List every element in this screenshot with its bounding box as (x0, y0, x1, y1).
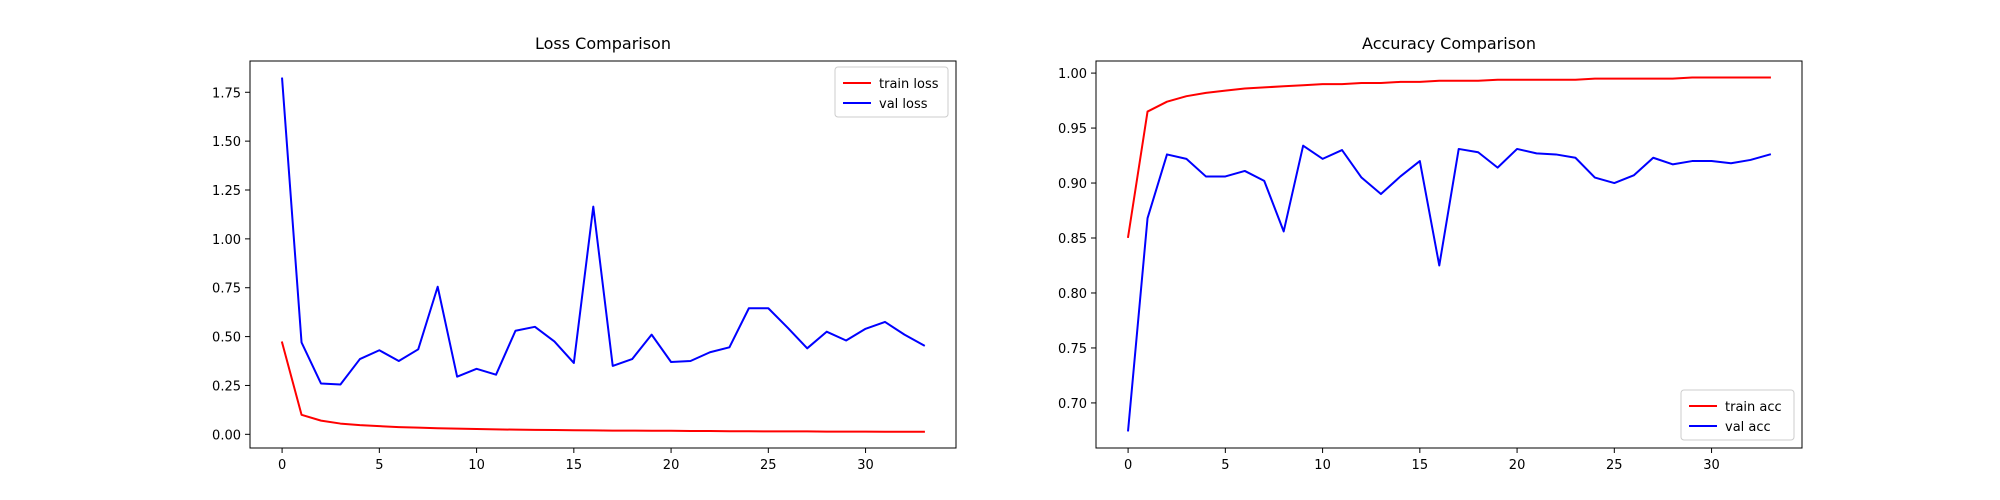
accuracy-comparison-chart: Accuracy Comparison 0 5 10 15 20 25 30 0.70 0.75 0… (1058, 34, 1803, 473)
y-tick-label: 0.95 (1058, 122, 1087, 137)
loss-comparison-chart: Loss Comparison 0 5 10 15 20 25 30 0.00 0.25 0.50 0… (212, 34, 957, 473)
legend-box (1680, 389, 1795, 441)
y-tick-label: 0.75 (1058, 342, 1087, 357)
x-tick-label: 0 (278, 458, 286, 473)
y-tick-label: 0.70 (1058, 397, 1087, 412)
y-tick-label: 0.75 (212, 282, 241, 297)
y-tick-label: 0.50 (212, 331, 241, 346)
y-tick-label: 1.00 (212, 233, 241, 248)
y-tick-label: 1.75 (212, 86, 241, 101)
y-tick-label: 0.25 (212, 379, 241, 394)
series-line-train-loss (280, 341, 925, 433)
x-tick-label: 5 (1221, 458, 1229, 473)
series-line-train-acc (1126, 76, 1771, 239)
x-tick-label: 30 (1703, 458, 1720, 473)
legend-label: val acc (1725, 420, 1771, 435)
legend-label: val loss (879, 97, 928, 112)
y-tick-label: 0.85 (1058, 232, 1087, 247)
chart-title: Accuracy Comparison (1362, 34, 1536, 53)
x-tick-label: 20 (663, 458, 680, 473)
y-tick-label: 0.90 (1058, 177, 1087, 192)
x-tick-label: 10 (468, 458, 485, 473)
axes-frame (1095, 60, 1803, 449)
series-line-val-acc (1127, 144, 1772, 432)
y-tick-label: 0.80 (1058, 287, 1087, 302)
axes-frame (249, 60, 957, 449)
x-tick-label: 25 (760, 458, 777, 473)
legend: train loss val loss (834, 66, 949, 118)
chart-title: Loss Comparison (535, 34, 671, 53)
legend-label: train loss (879, 77, 939, 92)
x-tick-label: 10 (1314, 458, 1331, 473)
legend: train acc val acc (1680, 389, 1795, 441)
y-tick-label: 1.25 (212, 184, 241, 199)
x-tick-label: 25 (1606, 458, 1623, 473)
x-tick-label: 5 (375, 458, 383, 473)
x-tick-label: 30 (857, 458, 874, 473)
y-tick-label: 1.50 (212, 135, 241, 150)
legend-label: train acc (1725, 400, 1782, 415)
x-tick-label: 20 (1509, 458, 1526, 473)
x-tick-label: 15 (1412, 458, 1429, 473)
series-line-val-loss (281, 77, 926, 386)
x-tick-label: 0 (1124, 458, 1132, 473)
y-tick-label: 1.00 (1058, 67, 1087, 82)
y-tick-label: 0.00 (212, 428, 241, 443)
legend-box (834, 66, 949, 118)
x-tick-label: 15 (566, 458, 583, 473)
